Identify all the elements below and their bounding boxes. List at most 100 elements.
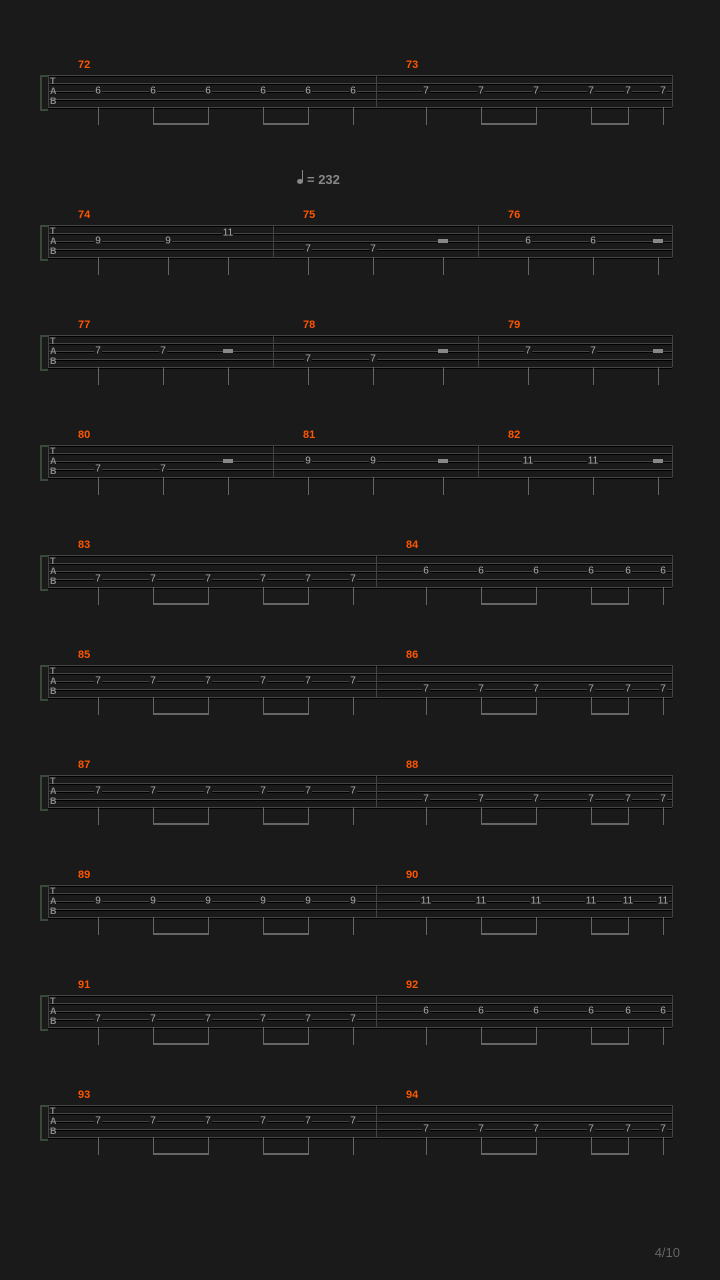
staff-line bbox=[48, 1027, 672, 1029]
beam bbox=[591, 933, 628, 935]
fret-number: 11 bbox=[587, 456, 599, 467]
beam bbox=[481, 713, 536, 715]
fret-number: 11 bbox=[475, 896, 487, 907]
note-stem bbox=[98, 917, 99, 935]
fret-number: 7 bbox=[304, 244, 312, 255]
fret-number: 7 bbox=[259, 1116, 267, 1127]
staff-line bbox=[48, 697, 672, 699]
fret-number: 7 bbox=[149, 1116, 157, 1127]
barline bbox=[273, 445, 274, 477]
fret-number: 7 bbox=[204, 574, 212, 585]
beam bbox=[591, 713, 628, 715]
tab-clef-label: TAB bbox=[50, 226, 57, 256]
note-stem bbox=[536, 587, 537, 605]
tab-staff: TAB9394777777777777 bbox=[48, 1105, 672, 1137]
note-stem bbox=[308, 917, 309, 935]
note-stem bbox=[228, 477, 229, 495]
fret-number: 9 bbox=[94, 236, 102, 247]
staff-line bbox=[48, 1129, 672, 1131]
staff-line bbox=[48, 359, 672, 361]
beam bbox=[263, 1153, 308, 1155]
measure-number: 86 bbox=[406, 649, 418, 661]
note-stem bbox=[443, 257, 444, 275]
fret-number: 7 bbox=[304, 676, 312, 687]
barline bbox=[48, 995, 49, 1027]
system-bracket bbox=[40, 885, 48, 921]
barline bbox=[376, 1105, 377, 1137]
fret-number: 7 bbox=[532, 86, 540, 97]
tab-system: TAB8990999999111111111111 bbox=[48, 885, 672, 917]
note-stem bbox=[98, 697, 99, 715]
note-stem bbox=[628, 807, 629, 825]
fret-number: 7 bbox=[659, 1124, 667, 1135]
beam bbox=[153, 713, 208, 715]
fret-number: 7 bbox=[204, 1116, 212, 1127]
tab-staff: TAB9192777777666666 bbox=[48, 995, 672, 1027]
staff-line bbox=[48, 1113, 672, 1115]
fret-number: 6 bbox=[587, 566, 595, 577]
note-stem bbox=[98, 1137, 99, 1155]
staff-line bbox=[48, 579, 672, 581]
fret-number: 7 bbox=[204, 786, 212, 797]
fret-number: 6 bbox=[524, 236, 532, 247]
note-stem bbox=[308, 587, 309, 605]
note-stem bbox=[628, 1137, 629, 1155]
staff-line bbox=[48, 587, 672, 589]
fret-number: 11 bbox=[530, 896, 542, 907]
beam bbox=[153, 1153, 208, 1155]
note-stem bbox=[536, 697, 537, 715]
tab-clef-label: TAB bbox=[50, 666, 57, 696]
measure-number: 83 bbox=[78, 539, 90, 551]
tab-staff: TAB80818277991111 bbox=[48, 445, 672, 477]
tab-staff: TAB8990999999111111111111 bbox=[48, 885, 672, 917]
tab-system: TAB9192777777666666 bbox=[48, 995, 672, 1027]
fret-number: 7 bbox=[304, 354, 312, 365]
note-stem bbox=[353, 1137, 354, 1155]
barline bbox=[672, 335, 673, 367]
fret-number: 7 bbox=[477, 794, 485, 805]
note-stem bbox=[426, 697, 427, 715]
staff-line bbox=[48, 775, 672, 777]
fret-number: 7 bbox=[94, 574, 102, 585]
note-stem bbox=[208, 1137, 209, 1155]
fret-number: 7 bbox=[477, 684, 485, 695]
staff-line bbox=[48, 241, 672, 243]
fret-number: 6 bbox=[304, 86, 312, 97]
barline bbox=[48, 665, 49, 697]
fret-number: 7 bbox=[304, 1014, 312, 1025]
staff-line bbox=[48, 1137, 672, 1139]
system-bracket bbox=[40, 995, 48, 1031]
note-stem bbox=[308, 107, 309, 125]
note-stem bbox=[208, 807, 209, 825]
staff-line bbox=[48, 563, 672, 565]
system-bracket bbox=[40, 335, 48, 371]
note-stem bbox=[426, 917, 427, 935]
note-stem bbox=[308, 1027, 309, 1045]
note-stem bbox=[628, 697, 629, 715]
fret-number: 7 bbox=[94, 1116, 102, 1127]
barline bbox=[672, 555, 673, 587]
staff-line bbox=[48, 1011, 672, 1013]
staff-line bbox=[48, 901, 672, 903]
barline bbox=[376, 885, 377, 917]
fret-number: 7 bbox=[149, 1014, 157, 1025]
rest bbox=[438, 349, 448, 353]
note-stem bbox=[426, 587, 427, 605]
tab-system: TAB74757699117766 bbox=[48, 225, 672, 257]
note-stem bbox=[536, 107, 537, 125]
beam bbox=[263, 603, 308, 605]
fret-number: 7 bbox=[659, 86, 667, 97]
staff-line bbox=[48, 257, 672, 259]
fret-number: 7 bbox=[159, 464, 167, 475]
tab-system: TAB777879777777 bbox=[48, 335, 672, 367]
measure-number: 76 bbox=[508, 209, 520, 221]
note-stem bbox=[426, 1027, 427, 1045]
fret-number: 11 bbox=[585, 896, 597, 907]
barline bbox=[48, 885, 49, 917]
barline bbox=[672, 665, 673, 697]
staff-line bbox=[48, 91, 672, 93]
note-stem bbox=[98, 587, 99, 605]
fret-number: 9 bbox=[259, 896, 267, 907]
note-stem bbox=[663, 917, 664, 935]
fret-number: 9 bbox=[304, 896, 312, 907]
